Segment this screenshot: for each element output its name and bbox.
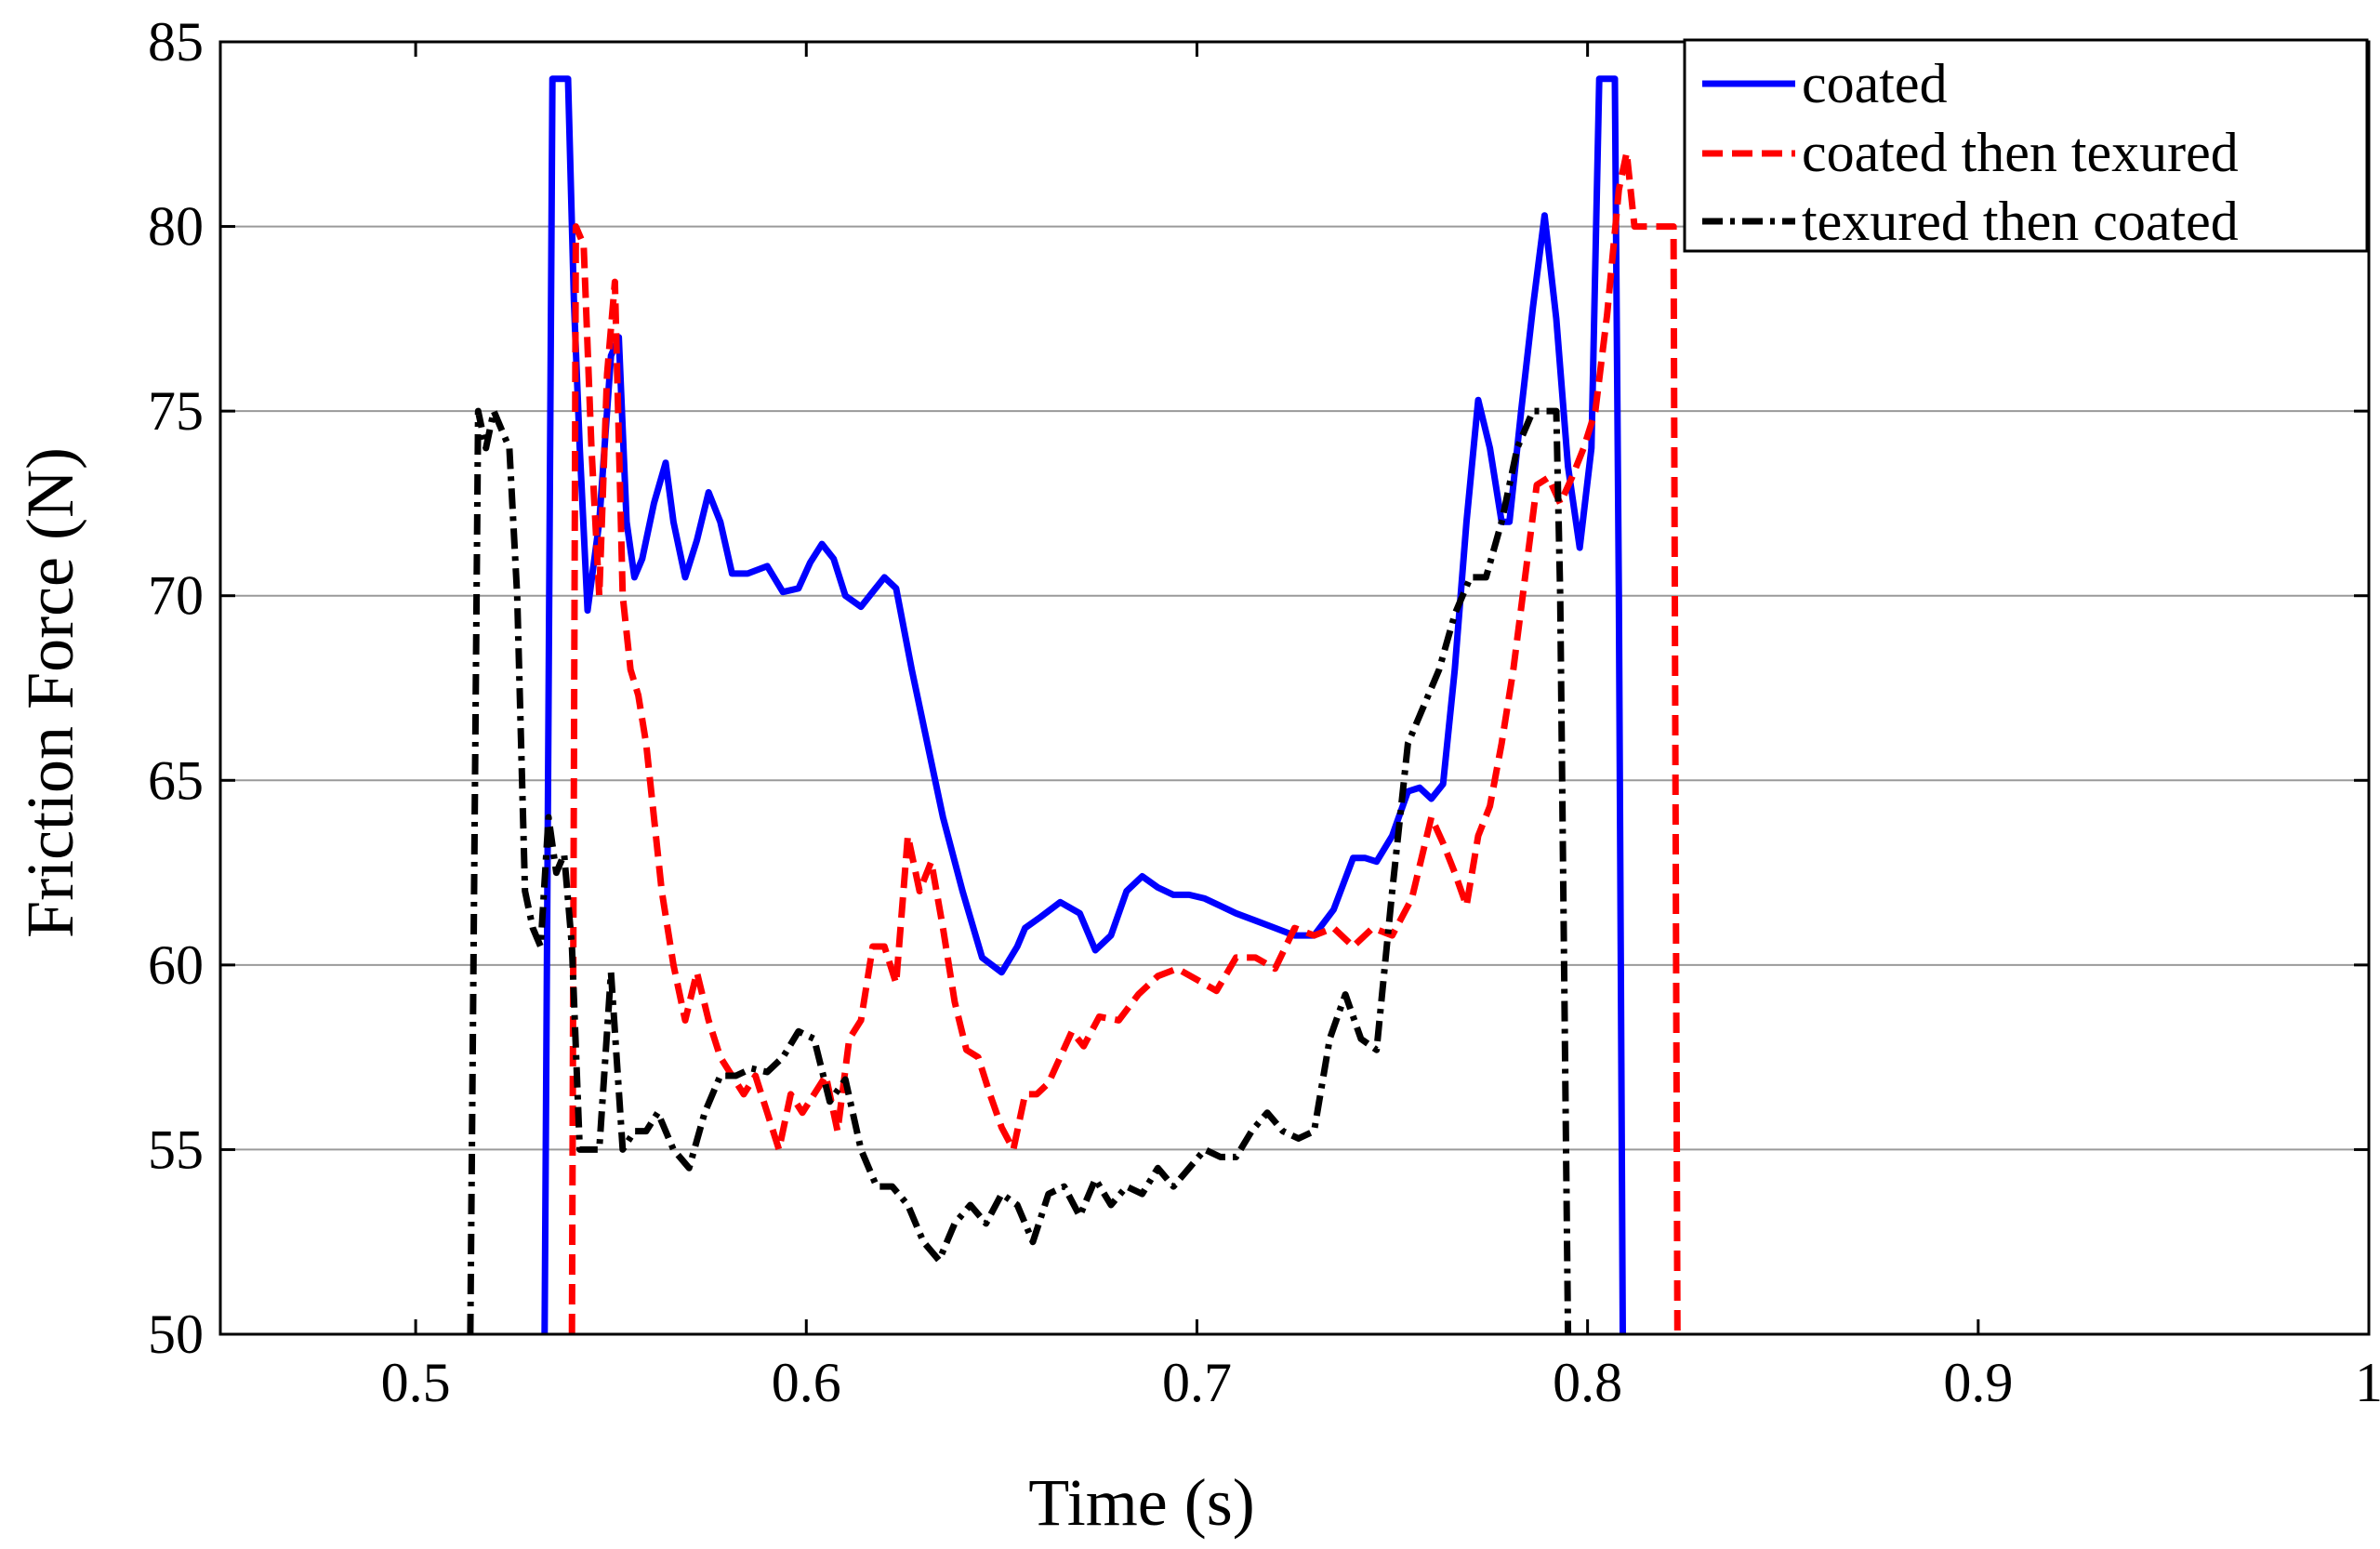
series-line-coated <box>541 75 1626 1335</box>
legend-label-coated: coated <box>1802 53 1948 114</box>
y-tick-label: 80 <box>148 196 204 258</box>
x-tick-label: 1 <box>2355 1352 2380 1413</box>
grid-lines <box>220 225 2369 1151</box>
x-tick-label: 0.7 <box>1162 1352 1232 1413</box>
x-tick-label: 0.9 <box>1943 1352 2013 1413</box>
y-tick-label: 70 <box>148 565 204 627</box>
legend: coated coated then texured texured then … <box>1683 38 2369 253</box>
y-tick-label: 60 <box>148 934 204 996</box>
axis-ticks: 50 55 60 65 70 75 80 85 0.5 0.6 0.7 0.8 0.9 1 <box>148 11 2380 1413</box>
y-tick-label: 55 <box>148 1119 204 1180</box>
plot-frame <box>218 40 2371 1336</box>
series-lines <box>467 75 1681 1335</box>
y-tick-label: 85 <box>148 11 204 73</box>
x-tick-label: 0.6 <box>772 1352 841 1413</box>
legend-label-coated-then-texured: coated then texured <box>1802 122 2239 183</box>
x-tick-label: 0.8 <box>1553 1352 1622 1413</box>
x-tick-label: 0.5 <box>381 1352 451 1413</box>
x-axis-label: Time (s) <box>1028 1465 1254 1540</box>
y-tick-label: 50 <box>148 1304 204 1365</box>
legend-label-texured-then-coated: texured then coated <box>1802 191 2239 252</box>
y-tick-label: 65 <box>148 749 204 811</box>
y-tick-label: 75 <box>148 380 204 442</box>
series-line-coated-then-texured <box>568 149 1681 1335</box>
legend-box <box>1683 38 2369 253</box>
y-axis-label: Friction Force (N) <box>13 447 87 938</box>
series-line-texured-then-coated <box>467 407 1572 1335</box>
